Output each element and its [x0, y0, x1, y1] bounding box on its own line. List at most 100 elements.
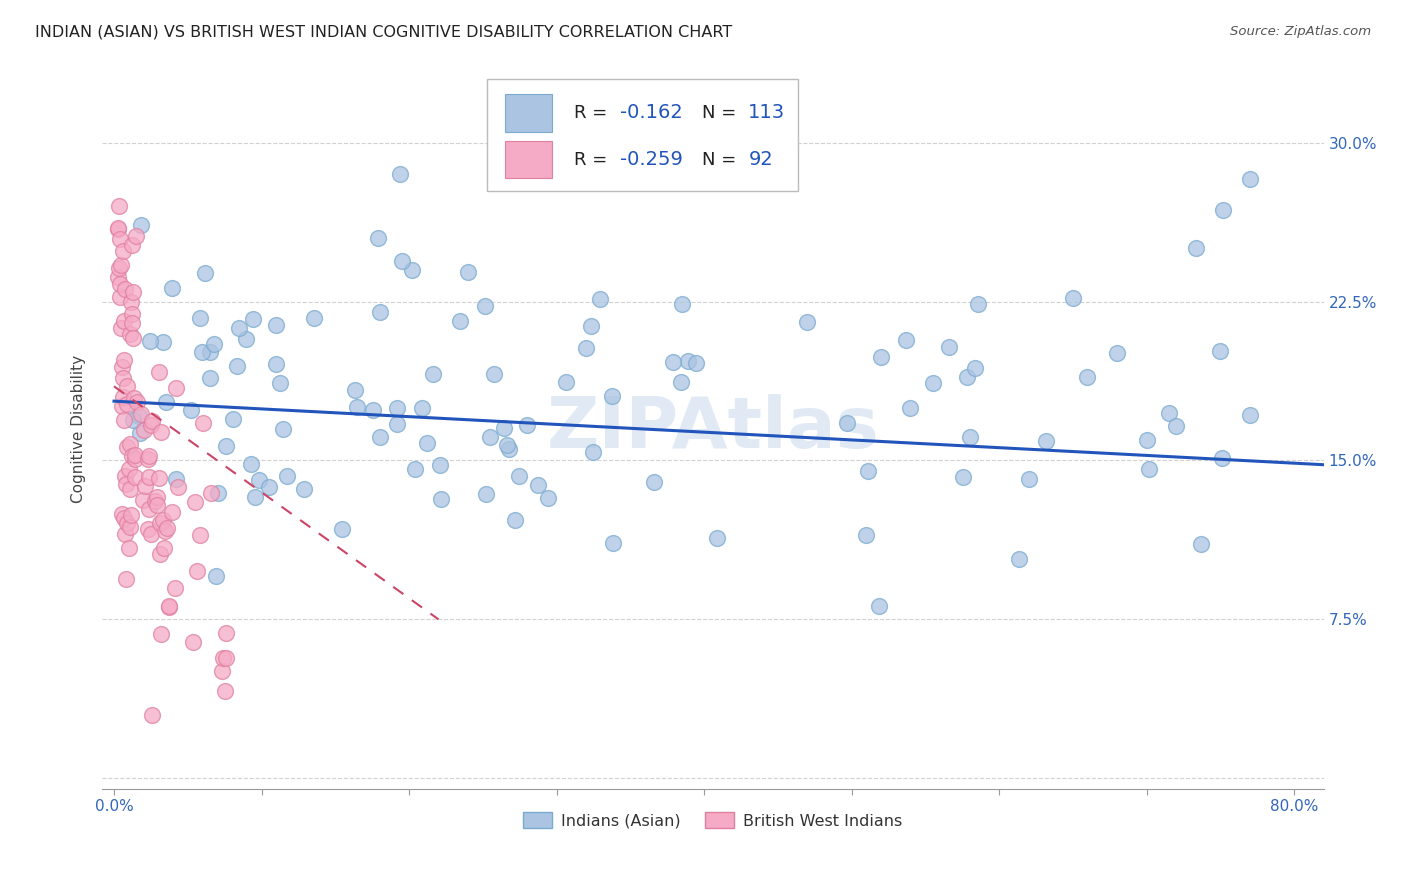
- Point: [120, 508, 142, 522]
- Point: [368, 304, 391, 318]
- Point: [214, 626, 236, 640]
- Text: R =: R =: [574, 151, 613, 169]
- Point: [155, 524, 177, 539]
- Point: [181, 635, 204, 649]
- Point: [212, 651, 235, 665]
- Point: [894, 333, 917, 347]
- Point: [575, 341, 598, 355]
- Point: [112, 413, 135, 427]
- Point: [138, 451, 160, 466]
- Point: [138, 449, 160, 463]
- Point: [157, 599, 180, 614]
- Point: [115, 477, 138, 491]
- Point: [1212, 203, 1234, 218]
- Point: [671, 296, 693, 310]
- Point: [868, 599, 890, 613]
- Point: [184, 495, 207, 509]
- Point: [257, 480, 280, 494]
- Point: [138, 470, 160, 484]
- Point: [122, 285, 145, 299]
- Point: [600, 389, 623, 403]
- Point: [264, 318, 287, 333]
- Point: [134, 424, 156, 438]
- Point: [245, 490, 267, 504]
- Point: [115, 516, 138, 531]
- Point: [416, 436, 439, 450]
- Point: [391, 254, 413, 268]
- Point: [132, 493, 155, 508]
- Text: ZIPAtlas: ZIPAtlas: [547, 394, 879, 463]
- Point: [1018, 472, 1040, 486]
- Point: [111, 359, 134, 374]
- Point: [602, 535, 624, 549]
- Point: [156, 520, 179, 534]
- Point: [1137, 462, 1160, 476]
- Point: [965, 361, 987, 376]
- Point: [200, 486, 222, 500]
- Point: [108, 232, 131, 246]
- Point: [115, 397, 138, 411]
- Point: [153, 541, 176, 555]
- Point: [165, 472, 187, 486]
- Point: [870, 350, 893, 364]
- Point: [211, 664, 233, 678]
- Point: [107, 221, 129, 235]
- Point: [141, 414, 163, 428]
- Point: [120, 294, 142, 309]
- Point: [111, 507, 134, 521]
- Point: [129, 218, 152, 232]
- Point: [124, 470, 146, 484]
- Point: [527, 478, 550, 492]
- Point: [482, 367, 505, 381]
- Point: [188, 528, 211, 542]
- Point: [643, 475, 665, 490]
- Point: [389, 167, 412, 181]
- Point: [344, 383, 367, 397]
- Point: [1107, 346, 1129, 360]
- Point: [186, 564, 208, 578]
- Point: [124, 449, 146, 463]
- Point: [457, 265, 479, 279]
- Point: [235, 332, 257, 346]
- Point: [148, 365, 170, 379]
- Point: [492, 421, 515, 435]
- Point: [276, 468, 298, 483]
- Point: [221, 412, 243, 426]
- Point: [367, 231, 389, 245]
- Point: [148, 471, 170, 485]
- Text: R =: R =: [574, 103, 613, 122]
- Text: -0.162: -0.162: [620, 103, 683, 122]
- FancyBboxPatch shape: [486, 79, 799, 191]
- Point: [676, 354, 699, 368]
- Point: [180, 402, 202, 417]
- Point: [247, 473, 270, 487]
- Point: [125, 228, 148, 243]
- Point: [292, 482, 315, 496]
- Point: [401, 263, 423, 277]
- Point: [118, 482, 141, 496]
- Point: [148, 516, 170, 531]
- Point: [121, 307, 143, 321]
- Text: 113: 113: [748, 103, 786, 122]
- Point: [198, 370, 221, 384]
- Point: [108, 290, 131, 304]
- Point: [370, 430, 392, 444]
- Point: [474, 299, 496, 313]
- Point: [411, 401, 433, 416]
- Point: [449, 314, 471, 328]
- Point: [537, 491, 560, 505]
- Point: [207, 486, 229, 500]
- Point: [239, 457, 262, 471]
- Point: [228, 321, 250, 335]
- Point: [145, 490, 167, 504]
- Legend: Indians (Asian), British West Indians: Indians (Asian), British West Indians: [517, 805, 910, 835]
- Point: [706, 531, 728, 545]
- Point: [127, 394, 149, 409]
- Point: [198, 345, 221, 359]
- Point: [139, 526, 162, 541]
- Point: [856, 464, 879, 478]
- Point: [128, 409, 150, 424]
- Point: [150, 626, 173, 640]
- Point: [129, 407, 152, 421]
- Point: [956, 370, 979, 384]
